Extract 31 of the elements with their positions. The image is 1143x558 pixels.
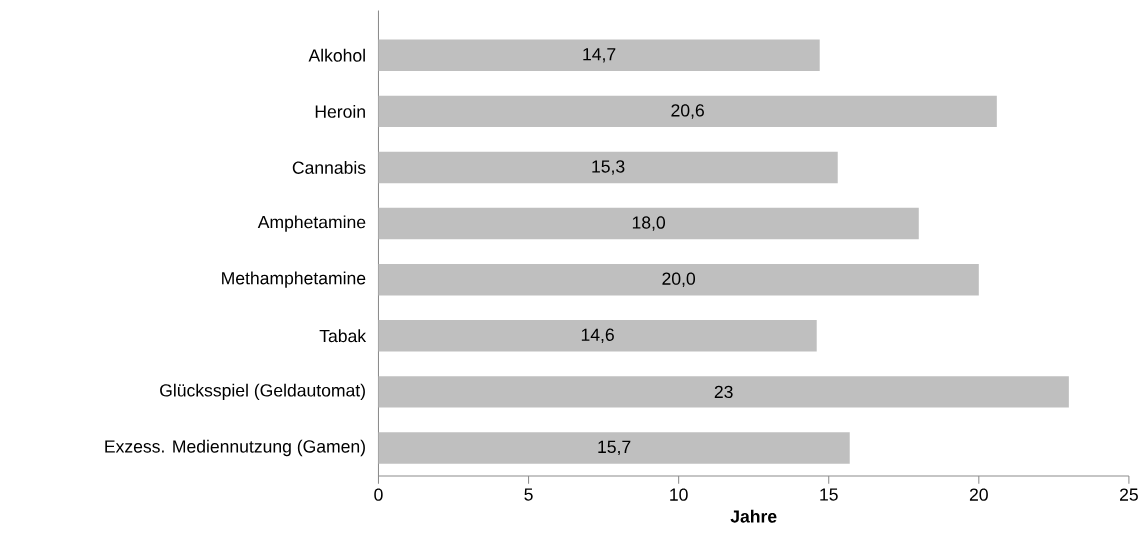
y-tick-label: Exzess. Mediennutzung (Gamen) bbox=[105, 439, 365, 457]
data-label: 23 bbox=[714, 385, 733, 399]
x-tick-label: 20 bbox=[969, 488, 988, 501]
data-label: 14,7 bbox=[583, 48, 616, 63]
data-label: 18,0 bbox=[632, 216, 666, 231]
data-label: 20,0 bbox=[662, 272, 696, 287]
x-tick-label: 15 bbox=[820, 488, 838, 501]
bar bbox=[378, 39, 820, 72]
bar bbox=[378, 264, 979, 296]
y-tick-label: Tabak bbox=[319, 329, 367, 343]
data-label: 15,3 bbox=[592, 160, 625, 175]
bar bbox=[378, 207, 919, 240]
bar bbox=[378, 320, 817, 352]
y-tick-label: Glücksspiel (Geldautomat) bbox=[160, 383, 365, 401]
bar bbox=[378, 95, 997, 128]
x-tick-label: 5 bbox=[524, 488, 533, 501]
y-tick-label: Cannabis bbox=[292, 161, 366, 174]
y-tick-label: Alkohol bbox=[308, 48, 365, 62]
data-label: 14,6 bbox=[581, 328, 614, 344]
data-label: 20,6 bbox=[671, 104, 704, 119]
x-tick-label: 25 bbox=[1120, 488, 1138, 501]
bar bbox=[378, 432, 850, 464]
y-tick-label: Methamphetamine bbox=[222, 271, 366, 288]
y-tick-label: Amphetamine bbox=[257, 215, 366, 232]
x-axis-title: Jahre bbox=[730, 509, 777, 523]
bar bbox=[378, 376, 1069, 408]
bar bbox=[378, 151, 838, 184]
x-tick-label: 0 bbox=[374, 488, 383, 501]
x-tick-label: 10 bbox=[670, 488, 688, 501]
data-label: 15,7 bbox=[598, 440, 631, 456]
y-tick-label: Heroin bbox=[315, 104, 365, 118]
